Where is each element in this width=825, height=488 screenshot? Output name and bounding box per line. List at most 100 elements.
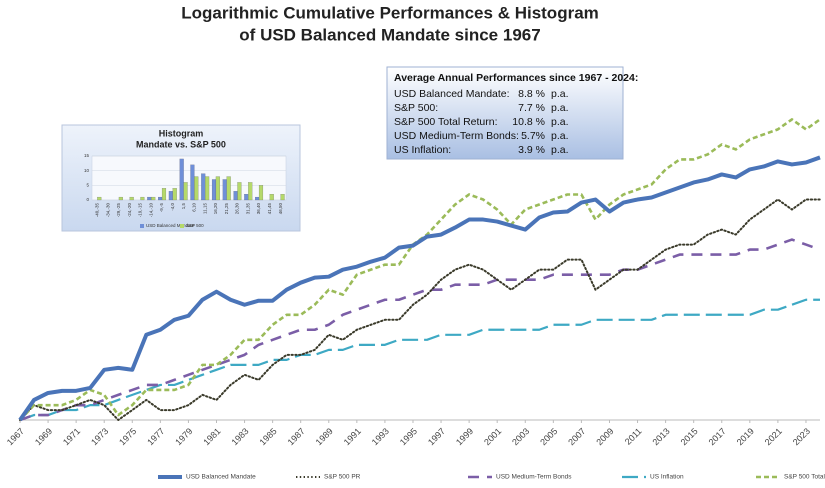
inset-x-tick-label: 16,20: [213, 203, 218, 215]
x-tick-label: 2005: [538, 426, 559, 447]
stats-title: Average Annual Performances since 1967 -…: [394, 72, 638, 84]
x-tick-label: 1999: [454, 426, 475, 447]
x-tick-label: 1987: [286, 426, 307, 447]
stats-label: S&P 500:: [394, 102, 438, 114]
inset-x-tick-label: -29,-25: [116, 203, 121, 218]
inset-bar: [183, 182, 188, 201]
legend-label: S&P 500 Total Return: [784, 474, 825, 481]
inset-x-tick-label: 31,35: [245, 203, 250, 215]
inset-legend-swatch: [140, 224, 144, 228]
legend-label: USD Medium-Term Bonds: [496, 474, 572, 481]
x-tick-label: 2009: [594, 426, 615, 447]
inset-bar: [194, 176, 199, 201]
x-tick-label: 1983: [229, 426, 250, 447]
inset-x-tick-label: -14,-10: [148, 203, 153, 218]
inset-y-tick-label: 10: [84, 168, 90, 173]
x-tick-label: 1973: [89, 426, 110, 447]
inset-bar: [201, 173, 206, 201]
inset-bar: [168, 191, 173, 201]
inset-y-tick-label: 5: [86, 183, 89, 188]
inset-bar: [226, 176, 231, 201]
inset-x-tick-label: 21,25: [224, 203, 229, 215]
inset-x-tick-label: 36,40: [256, 203, 261, 215]
inset-x-tick-label: -19,-15: [138, 203, 143, 218]
stats-unit: p.a.: [551, 144, 569, 156]
x-tick-label: 1997: [426, 426, 447, 447]
chart-title: Logarithmic Cumulative Performances & Hi…: [181, 3, 599, 22]
inset-x-tick-label: 11,15: [202, 203, 207, 214]
inset-bar: [118, 196, 123, 201]
inset-bar: [244, 194, 249, 201]
stats-value: 8.8 %: [518, 88, 545, 100]
inset-x-tick-label: 41,45: [267, 203, 272, 215]
series-line: [18, 155, 821, 422]
x-tick-label: 2001: [482, 426, 503, 447]
inset-legend-label: USD Balanced Mandate: [146, 223, 195, 228]
inset-x-tick-label: 46,50: [278, 203, 283, 215]
x-tick-label: 2003: [510, 426, 531, 447]
stats-unit: p.a.: [551, 130, 569, 142]
inset-bar: [258, 185, 264, 201]
x-tick-label: 2015: [679, 426, 700, 447]
inset-bar: [161, 188, 167, 201]
inset-bar: [172, 188, 177, 201]
inset-bar: [211, 179, 217, 201]
inset-bar: [190, 164, 195, 201]
x-tick-label: 1991: [342, 426, 363, 447]
x-tick-label: 2021: [763, 426, 784, 447]
stats-value: 5.7%: [521, 130, 545, 142]
inset-bar: [255, 196, 260, 201]
stats-value: 10.8 %: [512, 116, 545, 128]
inset-bar: [248, 182, 253, 201]
inset-bar: [129, 196, 134, 201]
x-tick-label: 1979: [173, 426, 194, 447]
stats-label: US Inflation:: [394, 144, 451, 156]
x-tick-label: 1969: [33, 426, 54, 447]
inset-bar: [147, 196, 152, 201]
stats-label: S&P 500 Total Return:: [394, 116, 498, 128]
x-tick-label: 2023: [791, 426, 812, 447]
x-tick-label: 1995: [398, 426, 419, 447]
inset-x-tick-label: 1,5: [181, 203, 186, 210]
inset-bar: [179, 158, 184, 201]
stats-value: 3.9 %: [518, 144, 545, 156]
inset-x-tick-label: -24,-20: [127, 203, 132, 218]
x-tick-label: 1981: [201, 426, 222, 447]
inset-y-tick-label: 15: [84, 153, 90, 158]
inset-bar: [205, 176, 210, 201]
stats-box: [386, 66, 624, 160]
inset-x-tick-label: 26,30: [235, 203, 240, 215]
x-tick-label: 2013: [650, 426, 671, 447]
stats-unit: p.a.: [551, 116, 569, 128]
inset-legend-swatch: [180, 224, 184, 228]
inset-x-tick-label: -4,0: [170, 203, 175, 211]
x-tick-label: 1993: [370, 426, 391, 447]
x-tick-label: 1977: [145, 426, 166, 447]
inset-subtitle: Mandate vs. S&P 500: [136, 139, 226, 149]
inset-x-tick-label: -40,-35: [95, 203, 100, 218]
series-line: [19, 298, 820, 422]
inset-bar: [222, 179, 227, 201]
stats-label: USD Balanced Mandate:: [394, 88, 510, 100]
x-tick-label: 2011: [623, 426, 644, 447]
x-tick-label: 1985: [257, 426, 278, 447]
stats-label: USD Medium-Term Bonds:: [394, 130, 519, 142]
inset-y-tick-label: 0: [86, 197, 89, 202]
inset-bar: [237, 182, 242, 201]
inset-bar: [140, 196, 145, 201]
inset-bar: [280, 194, 285, 201]
x-tick-label: 2019: [735, 426, 756, 447]
series-line: [19, 198, 821, 421]
inset-x-tick-label: -34,-30: [105, 203, 110, 218]
series-line: [19, 238, 821, 422]
inset-bar: [97, 196, 102, 201]
inset-bar: [151, 196, 156, 201]
inset-bar: [269, 194, 274, 201]
stats-unit: p.a.: [551, 102, 569, 114]
inset-plot: [91, 155, 287, 201]
inset-title: Histogram: [159, 128, 204, 138]
x-tick-label: 2017: [707, 426, 728, 447]
legend-label: S&P 500 PR: [324, 474, 361, 481]
inset-x-tick-label: -9,-5: [159, 203, 164, 213]
